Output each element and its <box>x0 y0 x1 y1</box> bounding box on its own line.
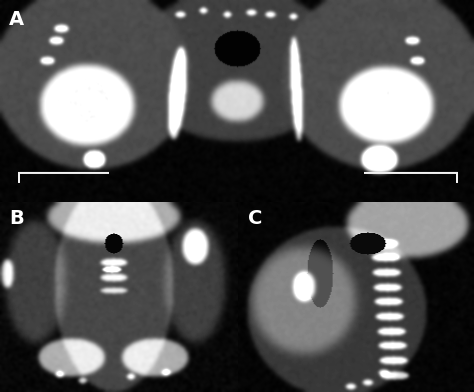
Text: A: A <box>9 10 24 29</box>
Text: C: C <box>248 209 262 229</box>
Text: B: B <box>9 209 24 229</box>
